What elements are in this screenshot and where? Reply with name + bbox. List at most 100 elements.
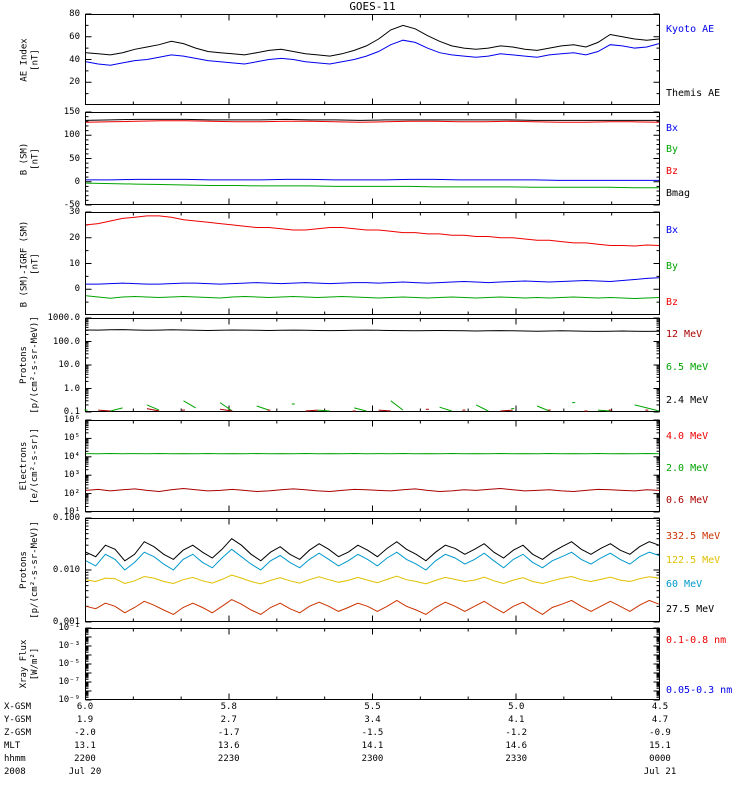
panel-ae-index: AE Index [nT] 20 40 60 80 Kyoto AE Themis AE [0,9,750,105]
bottom-value-y-gsm-0: 1.9 [76,715,94,725]
bottom-value-mlt-0: 13.1 [74,741,96,751]
ytick-label-b-sm-igrf: 10 [69,258,80,269]
legend-b-sm-by: By [666,144,679,156]
panel-protons-low: Protons [p/(cm²-s-sr-MeV)] 0.1 1.0 10.0 100.… [0,313,750,417]
ytick-label-b-sm: 0 [74,176,80,187]
series-332-5-mev [85,599,660,615]
bottom-value-z-gsm-0: -2.0 [74,728,96,738]
bottom-value-hhmm-2: 2300 [361,754,384,764]
axis-ticks [85,13,660,105]
series-60-mev [85,548,660,571]
legend-b-sm-bmag: Bmag [666,187,691,199]
axis-ticks [85,419,660,513]
legend-electrons-2-0-mev: 2.0 MeV [666,462,709,474]
panel-xray-flux: Xray Flux [W/m²] 10⁻¹ 10⁻³ 10⁻⁵ 10⁻⁷ 10⁻⁹ 0.1-… [0,623,750,705]
bottom-value-mlt-3: 14.6 [505,741,528,751]
bottom-value-hhmm-0: 2200 [74,754,96,764]
series-by [85,295,660,300]
bottom-value-z-gsm-4: -0.9 [649,728,671,738]
ytick-label-electrons: 10⁴ [63,451,80,462]
bottom-value-hhmm-3: 2330 [505,754,528,764]
series-themis-ae [85,24,660,57]
bottom-row-label-z-gsm: Z-GSM [4,728,32,738]
bottom-value-y-gsm-1: 2.7 [220,715,237,725]
bottom-row-label-x-gsm: X-GSM [4,702,32,712]
ytick-label-xray-flux: 10⁻⁹ [58,695,80,705]
ytick-label-electrons: 10⁵ [63,433,80,444]
legend-xray-flux-0-05-0-3-nm: 0.05-0.3 nm [666,685,733,697]
legend-protons-low-6-5-mev: 6.5 MeV [666,361,709,373]
axis-ticks [85,627,660,701]
bottom-value-2008-0: Jul 20 [68,767,102,777]
plot-area-b-sm-igrf [85,211,660,315]
series-bz [85,120,660,123]
ytick-label-xray-flux: 10⁻¹ [58,623,80,633]
panel-protons-high: Protons [p/(cm²-s-sr-MeV)] 0.001 0.010 0.10… [0,513,750,627]
bottom-row-label-mlt: MLT [4,741,21,751]
bottom-value-x-gsm-3: 5.0 [508,702,525,712]
ytick-label-b-sm-igrf: 20 [69,232,80,243]
legend-protons-high-27-5-mev: 27.5 MeV [666,603,715,615]
axis-ticks [85,317,660,413]
ytick-label-protons-high: 0.010 [52,565,80,575]
plot-area-ae-index [85,13,660,105]
bottom-value-mlt-1: 13.6 [217,741,240,751]
series-0-6-mev [85,487,660,493]
ytick-label-b-sm-igrf: 30 [69,207,80,217]
legend-protons-high-332-5-mev: 332.5 MeV [666,530,721,542]
bottom-value-y-gsm-2: 3.4 [364,715,381,725]
series-bx [86,277,660,285]
legend-b-sm-igrf-bx: Bx [666,224,679,236]
bottom-value-y-gsm-4: 4.7 [651,715,669,725]
plot-area-protons-low [84,317,660,413]
ytick-label-b-sm: 100 [63,130,80,141]
ytick-label-protons-low: 100.0 [52,336,80,347]
ytick-label-xray-flux: 10⁻³ [58,641,80,651]
ytick-label-ae-index: 40 [69,54,80,65]
legend-electrons-4-0-mev: 4.0 MeV [666,430,709,442]
panel-b-sm-igrf: B (SM)-IGRF (SM) [nT] 0 10 20 30 Bx By Bz [0,207,750,315]
chart-title: GOES-11 [349,0,396,13]
bottom-value-x-gsm-2: 5.5 [364,702,381,712]
panel-electrons: Electrons [e/(cm²-s-sr)] 10¹ 10² 10³ 10⁴ 10⁵ 1… [0,415,750,517]
legend-b-sm-igrf-bz: Bz [666,296,679,308]
series-bmag [85,118,659,121]
axis-ticks [85,111,660,206]
legend-protons-low-12-mev: 12 MeV [666,328,703,340]
ytick-label-protons-low: 10.0 [58,360,80,370]
legend-protons-low-2-4-mev: 2.4 MeV [666,394,709,406]
bottom-row-label-2008: 2008 [4,767,26,777]
bottom-value-mlt-4: 15.1 [649,741,671,751]
ytick-label-xray-flux: 10⁻⁷ [58,677,80,687]
ytick-label-electrons: 10¹ [63,507,80,517]
ytick-label-ae-index: 80 [69,9,80,19]
legend-protons-high-60-mev: 60 MeV [666,579,703,591]
ytick-label-protons-low: 1.0 [63,383,80,394]
series-kyoto-ae [85,39,660,66]
bottom-value-z-gsm-3: -1.2 [505,728,528,738]
series-by [85,182,659,189]
ytick-label-electrons: 10² [63,488,80,499]
ytick-label-b-sm-igrf: 0 [74,284,80,295]
ytick-label-electrons: 10⁶ [63,415,80,425]
legend-ae-index-themis-ae: Themis AE [666,88,721,100]
bottom-value-x-gsm-4: 4.5 [651,702,669,712]
plot-area-b-sm [85,111,660,206]
bottom-value-2008-4: Jul 21 [643,767,677,777]
legend-b-sm-bx: Bx [666,122,679,134]
ytick-label-ae-index: 60 [69,31,80,42]
bottom-value-x-gsm-1: 5.8 [220,702,237,712]
panel-b-sm: B (SM) [nT] -50 0 50 100 150 Bx By Bz Bmag [0,107,750,210]
bottom-value-hhmm-1: 2230 [217,754,240,764]
bottom-value-mlt-2: 14.1 [361,741,384,751]
legend-electrons-0-6-mev: 0.6 MeV [666,494,709,506]
series-122-5-mev [85,574,660,585]
series-2-4-mev [85,329,660,332]
ytick-label-b-sm: 150 [63,107,80,117]
bottom-value-hhmm-4: 0000 [649,754,671,764]
legend-b-sm-bz: Bz [666,166,679,178]
bottom-row-label-hhmm: hhmm [4,754,26,764]
